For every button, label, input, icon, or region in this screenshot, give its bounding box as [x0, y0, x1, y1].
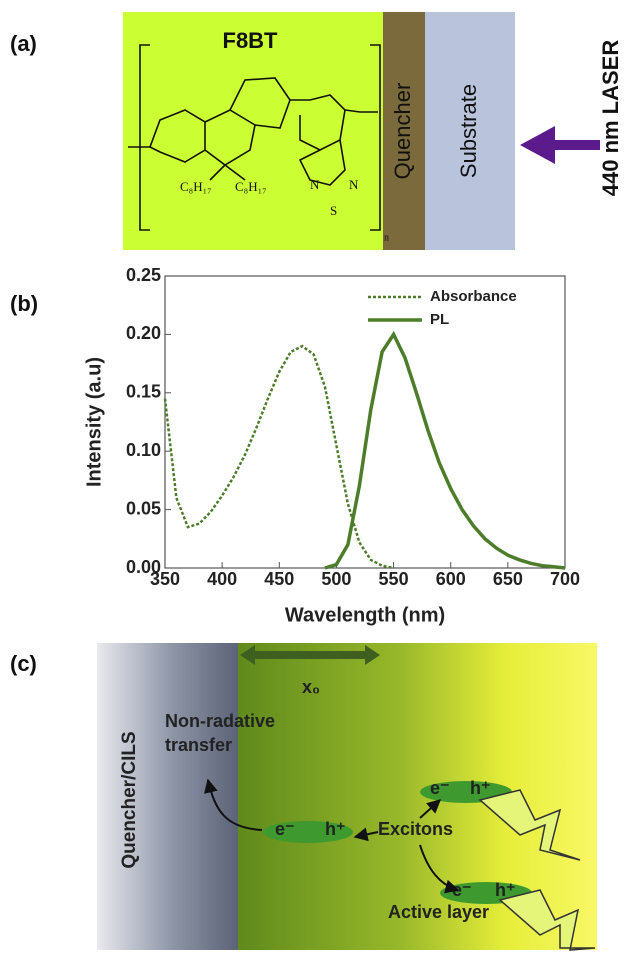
y-tick-label: 0.15 [126, 382, 161, 402]
electron: e⁻ [275, 819, 295, 839]
y-tick-label: 0.00 [126, 557, 161, 577]
y-axis-title: Intensity (a.u) [83, 357, 105, 487]
quencher-region [97, 643, 238, 950]
laser-arrow [520, 126, 600, 164]
electron: e⁻ [430, 778, 450, 798]
x-tick-label: 400 [207, 569, 237, 589]
arrows [204, 778, 460, 894]
panel-label: (b) [10, 291, 38, 316]
substrate-layer [425, 12, 515, 250]
plot-frame [164, 275, 566, 569]
panel-label: (a) [10, 31, 37, 56]
x-tick-label: 500 [321, 569, 351, 589]
chem-label: N [349, 177, 359, 192]
x-tick-label: 350 [150, 569, 180, 589]
y-tick-label: 0.05 [126, 498, 161, 518]
panel-a: (a) F8BT Quencher Substrate 440 nm LASER… [10, 12, 623, 250]
chem-label: C₈H₁₇ [180, 179, 212, 194]
y-tick-label: 0.20 [126, 323, 161, 343]
series-line [324, 330, 566, 570]
x-axis-title: Wavelength (nm) [285, 604, 445, 626]
quencher-label: Quencher/CILS [119, 731, 140, 868]
chem-label: n [384, 232, 389, 243]
chem-structure [128, 44, 381, 231]
layer-title: F8BT [223, 28, 279, 53]
panel-label: (c) [10, 651, 37, 676]
distance-arrow [240, 645, 380, 665]
x-tick-label: 650 [493, 569, 523, 589]
chem-label: S [330, 203, 337, 218]
transfer-label: transfer [165, 735, 232, 755]
y-tick-label: 0.25 [126, 265, 161, 285]
quencher-layer [383, 12, 425, 250]
substrate-label: Substrate [456, 84, 481, 178]
hole: h⁺ [495, 880, 516, 900]
exciton [263, 821, 353, 843]
hole: h⁺ [470, 778, 491, 798]
active-label: Active layer [388, 902, 489, 922]
laser-label: 440 nm LASER [598, 40, 623, 197]
transfer-label: Non-radative [165, 711, 275, 731]
excitons-label: Excitons [378, 819, 453, 839]
x-tick-label: 600 [436, 569, 466, 589]
legend-label: PL [430, 311, 449, 328]
quencher-label: Quencher [390, 83, 415, 180]
legend-label: Absorbance [430, 288, 517, 305]
panel-c: (c) x₀ Quencher/CILS Non-radative transf… [10, 643, 597, 951]
series-line [163, 344, 394, 570]
chem-label: C₈H₁₇ [235, 179, 267, 194]
distance-label: x₀ [302, 677, 320, 697]
x-tick-label: 700 [550, 569, 580, 589]
x-tick-label: 450 [264, 569, 294, 589]
hole: h⁺ [325, 819, 346, 839]
x-tick-label: 550 [379, 569, 409, 589]
y-tick-label: 0.10 [126, 440, 161, 460]
chem-label: N [310, 177, 320, 192]
panel-b: (b) 0.00 0.05 0.10 0.15 0.20 0.25 350 400 450 500… [10, 265, 580, 627]
emission-bolts [478, 789, 596, 951]
